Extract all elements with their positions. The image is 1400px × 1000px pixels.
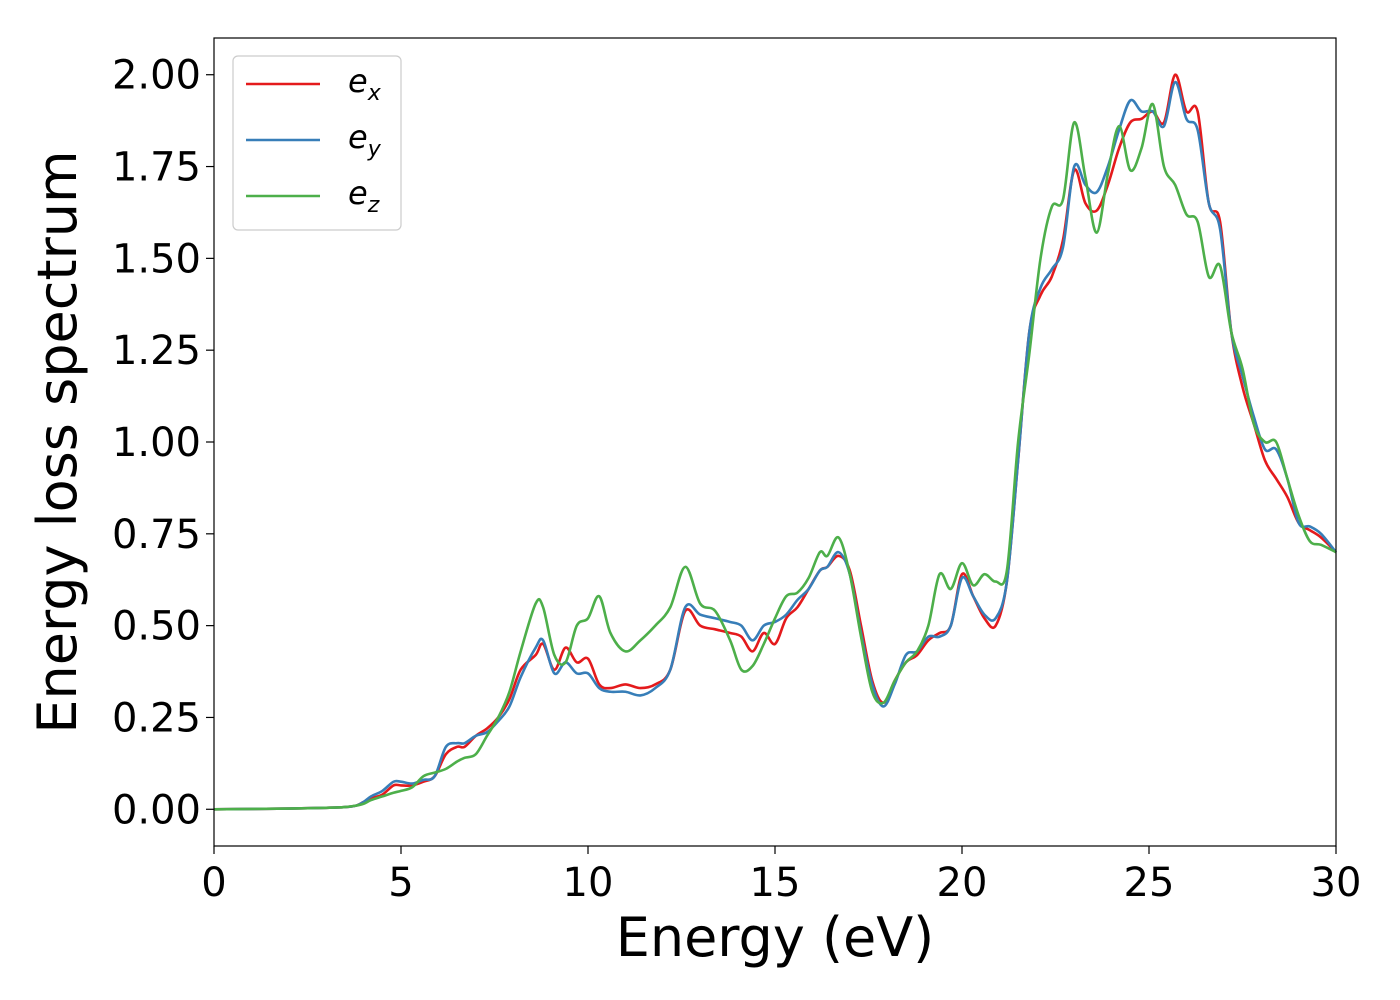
legend-label-e-z: ez (348, 174, 380, 218)
legend-label-e-x: ex (348, 62, 382, 106)
x-axis: 0 5 10 15 20 25 30 (201, 846, 1361, 906)
y-tick-label: 0.00 (112, 787, 201, 833)
x-axis-title: Energy (eV) (616, 906, 935, 969)
series-line-e-z (213, 102, 1337, 811)
y-axis: 0.00 0.25 0.50 0.75 1.00 1.25 1.50 1.75 2.00 (112, 53, 214, 833)
x-tick-label: 25 (1124, 860, 1175, 906)
x-tick-label: 20 (937, 860, 988, 906)
legend-box (232, 55, 402, 231)
y-tick-label: 1.75 (112, 145, 201, 191)
x-tick-label: 15 (750, 860, 801, 906)
legend-label-e-y: ey (348, 118, 382, 162)
legend: ex ey ez (232, 55, 402, 231)
y-tick-label: 0.75 (112, 512, 201, 558)
y-tick-label: 1.50 (112, 236, 201, 282)
series-line-e-y (213, 80, 1338, 811)
y-tick-label: 0.25 (112, 695, 201, 741)
x-tick-label: 10 (563, 860, 614, 906)
y-axis-title: Energy loss spectrum (26, 150, 89, 733)
y-tick-label: 1.00 (112, 420, 201, 466)
x-tick-label: 0 (201, 860, 226, 906)
y-tick-label: 2.00 (112, 53, 201, 99)
x-tick-label: 30 (1311, 860, 1362, 906)
series-layer (213, 73, 1338, 811)
x-tick-label: 5 (388, 860, 413, 906)
y-tick-label: 0.50 (112, 604, 201, 650)
y-tick-label: 1.25 (112, 328, 201, 374)
